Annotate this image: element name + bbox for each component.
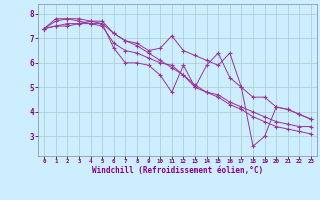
X-axis label: Windchill (Refroidissement éolien,°C): Windchill (Refroidissement éolien,°C) (92, 166, 263, 175)
